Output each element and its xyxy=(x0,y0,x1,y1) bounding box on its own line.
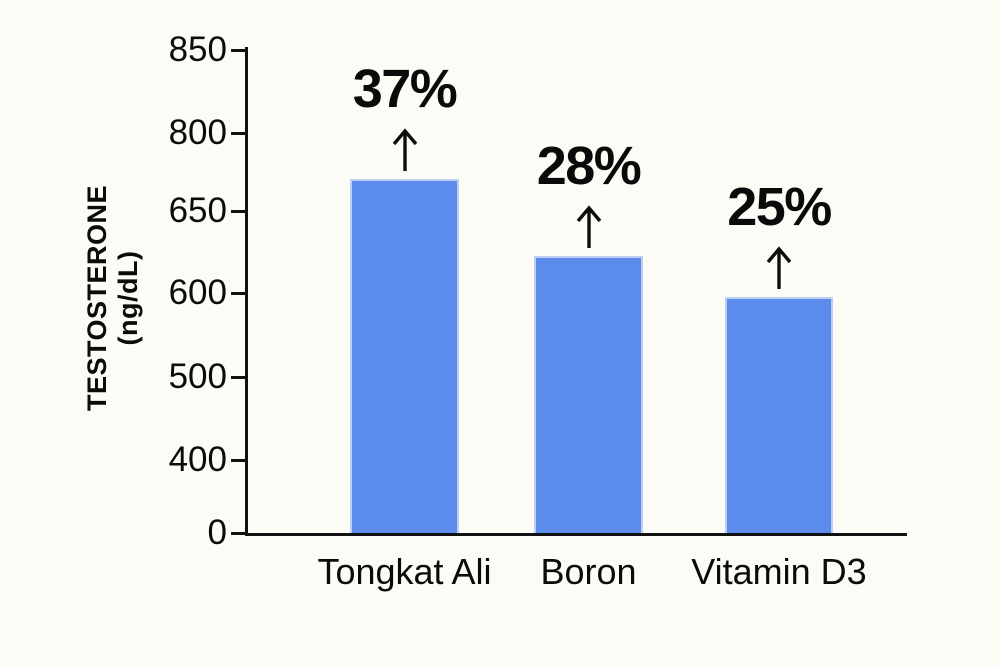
tick-label: 800 xyxy=(168,113,227,152)
up-arrow-icon xyxy=(392,128,417,171)
up-arrow-icon xyxy=(766,246,792,289)
category-label-vitamin-d3: Vitamin D3 xyxy=(691,551,867,592)
y-axis-title: TESTOSTERONE xyxy=(82,184,112,412)
tick-mark xyxy=(231,210,246,213)
bar-value-label: 28% xyxy=(536,136,642,196)
tick-label: 0 xyxy=(207,513,227,552)
bar-value-label: 37% xyxy=(352,59,458,119)
tick-mark xyxy=(231,292,246,295)
bar-vitamin-d3 xyxy=(725,297,833,533)
tick-label: 400 xyxy=(168,440,227,479)
tick-mark xyxy=(231,532,246,535)
tick-mark xyxy=(231,132,246,135)
y-axis-line xyxy=(245,47,248,536)
category-label-boron: Boron xyxy=(540,551,637,592)
tick-label: 600 xyxy=(168,273,227,312)
bar-boron xyxy=(534,256,643,533)
tick-mark xyxy=(231,376,246,379)
tick-label: 500 xyxy=(168,357,227,396)
up-arrow-icon xyxy=(576,205,601,248)
tick-mark xyxy=(231,459,246,462)
category-label-tongkat-ali: Tongkat Ali xyxy=(317,551,492,592)
bar-tongkat-ali xyxy=(350,179,459,533)
bar-value-label: 25% xyxy=(727,177,832,237)
tick-label: 850 xyxy=(168,30,227,69)
tick-label: 650 xyxy=(168,191,227,230)
tick-mark xyxy=(231,49,246,52)
x-axis-line xyxy=(245,533,907,536)
